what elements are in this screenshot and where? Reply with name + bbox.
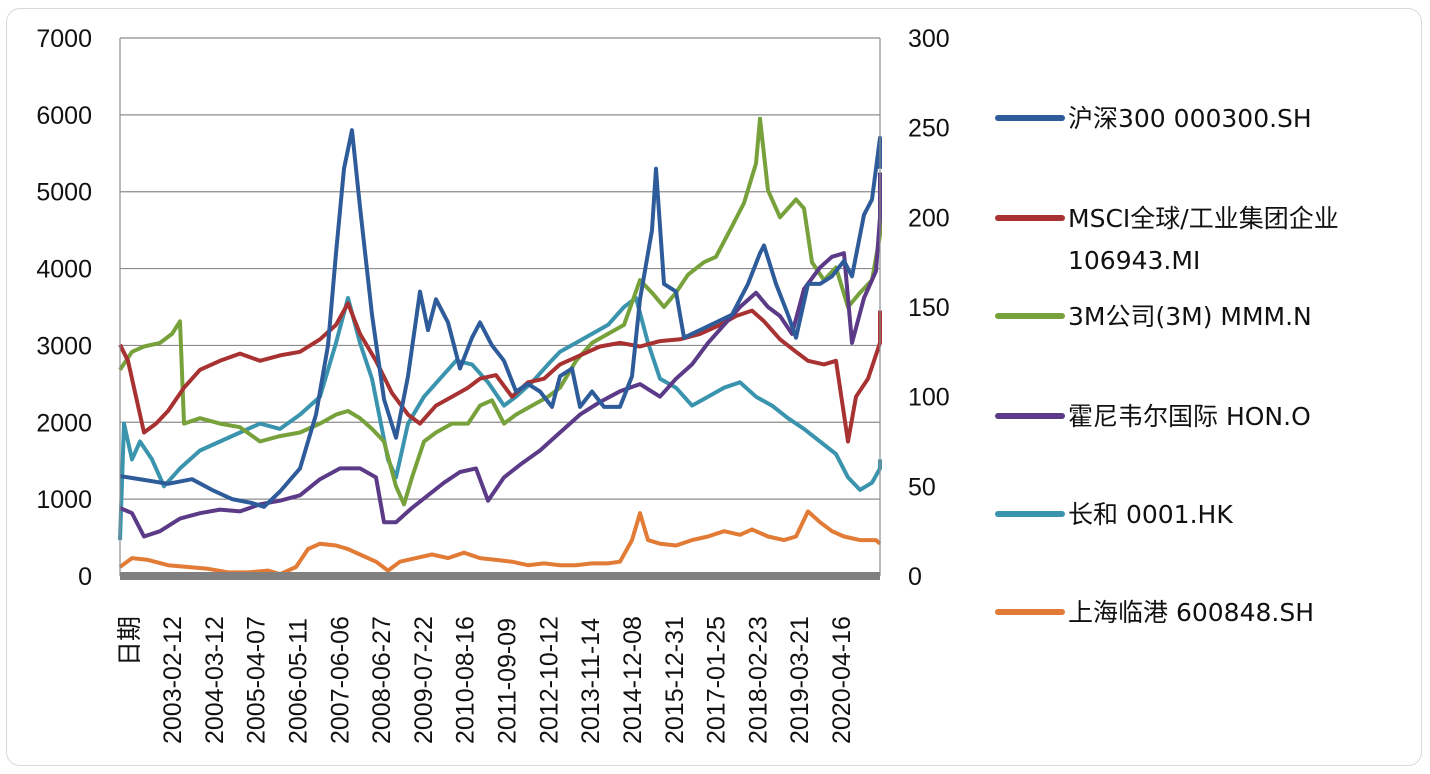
- x-tick-label: 2010-08-16: [452, 616, 480, 744]
- y-right-tick-label: 150: [908, 294, 950, 322]
- x-tick-label: 2011-09-09: [494, 618, 522, 744]
- series-line: [118, 296, 882, 541]
- y-left-tick-label: 2000: [36, 409, 92, 437]
- y-right-tick-label: 200: [908, 204, 950, 232]
- y-right-tick-label: 100: [908, 384, 950, 412]
- x-tick-label: 2018-02-23: [744, 616, 772, 744]
- y-right-tick-label: 50: [908, 473, 936, 501]
- series-line: [119, 128, 882, 509]
- x-tick-label: 2015-12-31: [661, 616, 689, 744]
- series-line: [119, 172, 882, 539]
- x-tick-label: 2013-11-14: [577, 618, 605, 744]
- x-tick-label: 2003-02-12: [159, 616, 187, 744]
- x-tick-label: 2019-03-21: [786, 616, 814, 744]
- y-left-tick-label: 1000: [36, 486, 92, 514]
- legend: 沪深300 000300.SH MSCI全球/工业集团企业 106943.MI 3M公…: [995, 104, 1339, 627]
- legend-label: 长和 0001.HK: [1068, 500, 1233, 529]
- series-line: [118, 301, 882, 444]
- axes: 0 1000 2000 3000 4000 5000 6000 7000 0 50 100 150 20…: [36, 25, 949, 744]
- y-left-tick-label: 5000: [36, 179, 92, 207]
- chart-frame: [6, 8, 1422, 766]
- x-tick-label: 2006-05-11: [284, 618, 312, 744]
- y-left-tick-label: 7000: [36, 25, 92, 53]
- y-left-tick-label: 4000: [36, 256, 92, 284]
- legend-label: 3M公司(3M) MMM.N: [1068, 302, 1312, 331]
- legend-label: MSCI全球/工业集团企业: [1068, 204, 1339, 233]
- x-tick-label: 2007-06-06: [326, 616, 354, 744]
- plot-series: [118, 116, 882, 577]
- x-tick-label: 2004-03-12: [201, 616, 229, 744]
- legend-label: 上海临港 600848.SH: [1068, 598, 1314, 627]
- y-right-tick-label: 300: [908, 25, 950, 53]
- x-tick-label: 2008-06-27: [368, 616, 396, 744]
- x-tick-label: 2009-07-22: [410, 616, 438, 744]
- y-left-tick-label: 0: [78, 563, 92, 591]
- x-axis-bar: [120, 572, 880, 580]
- y-left-tick-label: 6000: [36, 102, 92, 130]
- x-tick-label: 2017-01-25: [703, 616, 731, 744]
- x-tick-label: 2005-04-07: [243, 616, 271, 744]
- legend-label: 霍尼韦尔国际 HON.O: [1068, 402, 1311, 431]
- series-line: [118, 509, 882, 577]
- series-line: [118, 116, 882, 507]
- legend-label: 106943.MI: [1068, 246, 1200, 275]
- legend-label: 沪深300 000300.SH: [1068, 104, 1312, 133]
- x-axis-label: 日期: [116, 616, 144, 666]
- y-right-tick-label: 250: [908, 115, 950, 143]
- x-tick-label: 2020-04-16: [828, 616, 856, 744]
- y-left-tick-label: 3000: [36, 332, 92, 360]
- x-tick-label: 2012-10-12: [535, 616, 563, 744]
- y-right-tick-label: 0: [908, 563, 922, 591]
- x-tick-label: 2014-12-08: [619, 616, 647, 744]
